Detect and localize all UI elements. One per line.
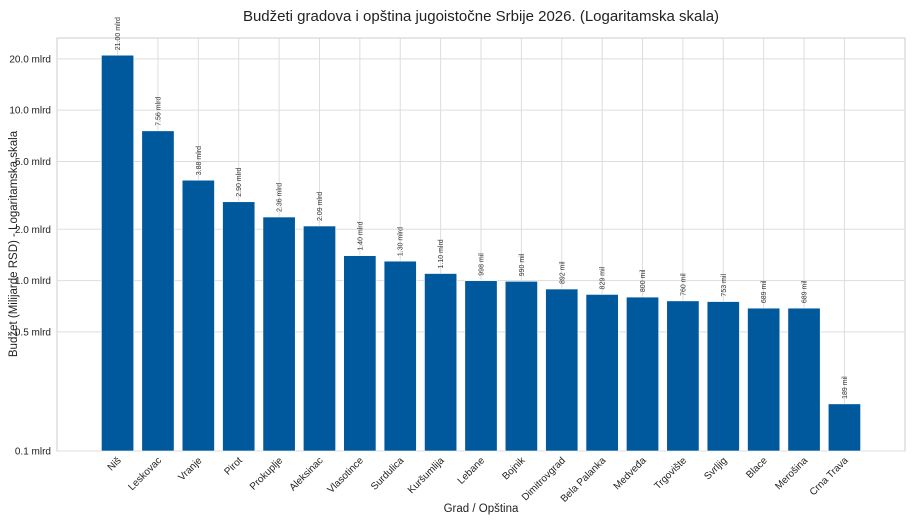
bar: [262, 216, 296, 452]
data-label: 3.88 mlrd: [196, 146, 203, 175]
y-tick-label: 1.0 mlrd: [15, 276, 51, 287]
bars: [101, 54, 861, 452]
bar: [706, 301, 740, 452]
x-tick-label: Medveđa: [612, 455, 649, 492]
data-label: 829 mil: [600, 266, 607, 289]
y-axis-ticks: 0.1 mlrd 0.5 mlrd 1.0 mlrd 2.0 mlrd 5.0 mlrd…: [9, 54, 51, 457]
y-tick-label: 0.1 mlrd: [15, 447, 51, 458]
x-tick-label: Merošina: [773, 455, 810, 492]
y-tick-label: 10.0 mlrd: [9, 106, 51, 117]
bar: [545, 288, 579, 452]
x-tick-label: Svrljig: [702, 455, 729, 482]
data-labels: 21.00 mlrd 7.56 mlrd 3.88 mlrd 2.90 mlrd 2.3…: [115, 17, 849, 399]
bar: [464, 280, 498, 452]
bar: [424, 273, 458, 452]
bar: [666, 300, 700, 452]
data-label: 189 mil: [842, 376, 849, 399]
data-label: 689 mil: [761, 280, 768, 303]
data-label: 760 mil: [680, 273, 687, 296]
x-tick-label: Leskovac: [126, 455, 164, 493]
data-label: 990 mil: [519, 253, 526, 276]
y-tick-label: 5.0 mlrd: [15, 157, 51, 168]
bar: [101, 54, 135, 452]
x-tick-label: Blace: [744, 455, 770, 481]
bar: [383, 260, 417, 452]
x-tick-label: Trgovište: [652, 455, 689, 492]
bar: [626, 296, 659, 452]
data-label: 689 mil: [802, 280, 809, 303]
x-axis-ticks: Niš Leskovac Vranje Pirot Prokuplje Aleksinac…: [106, 455, 851, 505]
data-label: 753 mil: [721, 274, 728, 297]
x-tick-label: Vranje: [176, 455, 204, 483]
y-tick-label: 2.0 mlrd: [15, 225, 51, 236]
bar: [141, 130, 175, 452]
data-label: 7.56 mlrd: [155, 97, 162, 126]
data-label: 2.09 mlrd: [317, 192, 324, 221]
bar: [222, 201, 256, 452]
bar: [181, 179, 215, 452]
chart-title: Budžeti gradova i opština jugoistočne Sr…: [243, 8, 719, 25]
x-tick-label: Vlasotince: [326, 455, 367, 496]
bar: [504, 281, 538, 452]
x-tick-label: Bojnik: [500, 455, 528, 483]
bar: [827, 403, 861, 452]
x-tick-label: Prokuplje: [248, 455, 286, 493]
bar: [585, 294, 619, 452]
data-label: 998 mil: [479, 253, 486, 276]
x-tick-label: Aleksinac: [288, 455, 326, 493]
bar: [787, 307, 821, 452]
y-axis-label: Budžet (Milijarde RSD) - Logaritamska sk…: [8, 130, 20, 357]
data-label: 2.90 mlrd: [236, 167, 243, 196]
data-label: 21.00 mlrd: [115, 17, 122, 50]
data-label: 800 mil: [640, 269, 647, 292]
y-tick-label: 0.5 mlrd: [15, 327, 51, 338]
x-tick-label: Kuršumlija: [406, 455, 447, 496]
data-label: 1.10 mlrd: [438, 239, 445, 268]
x-tick-label: Crna Trava: [808, 455, 851, 498]
data-label: 1.30 mlrd: [398, 227, 405, 256]
data-label: 2.36 mlrd: [277, 183, 284, 212]
x-tick-label: Lebane: [456, 455, 488, 487]
bar: [747, 307, 781, 452]
x-tick-label: Pirot: [223, 455, 245, 477]
bar: [303, 225, 336, 452]
x-tick-label: Surdulica: [369, 455, 407, 493]
x-tick-label: Niš: [106, 455, 124, 473]
bar: [343, 255, 377, 452]
y-tick-label: 20.0 mlrd: [9, 54, 51, 65]
data-label: 892 mil: [559, 261, 566, 284]
data-label: 1.40 mlrd: [357, 221, 364, 250]
x-axis-label: Grad / Opština: [444, 503, 519, 515]
